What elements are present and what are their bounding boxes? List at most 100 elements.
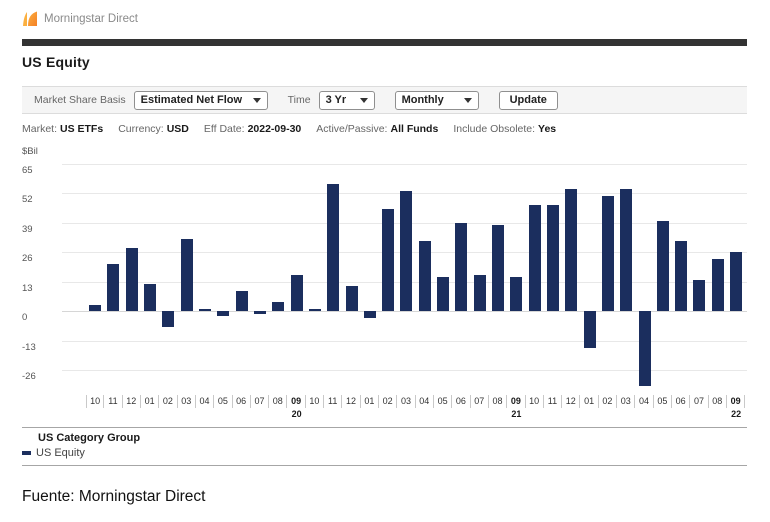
- filter-market-label: Market:: [22, 123, 58, 135]
- bar-cell: [269, 157, 287, 393]
- x-tick-label: 02: [379, 395, 398, 420]
- net-flow-bar: [730, 252, 743, 312]
- app-header: Morningstar Direct: [22, 10, 747, 28]
- chevron-down-icon: [463, 97, 472, 103]
- bar-cell: [562, 157, 580, 393]
- filter-include-obsolete-label: Include Obsolete:: [453, 123, 536, 135]
- net-flow-bar: [162, 311, 175, 328]
- x-tick-label: 04: [196, 395, 215, 420]
- net-flow-bar: [125, 247, 138, 312]
- net-flow-bar: [583, 311, 596, 348]
- bar-cell: [416, 157, 434, 393]
- market-share-basis-label: Market Share Basis: [34, 94, 126, 106]
- x-tick-label: 12: [123, 395, 141, 420]
- x-tick-label: 01: [141, 395, 160, 420]
- net-flow-bar: [199, 309, 212, 312]
- bar-cell: [580, 157, 598, 393]
- x-tick-label: 03: [617, 395, 636, 420]
- x-tick-label: 05: [654, 395, 672, 420]
- filter-active-passive-label: Active/Passive:: [316, 123, 388, 135]
- net-flow-bar: [345, 286, 358, 312]
- x-tick-label: 03: [397, 395, 416, 420]
- filter-include-obsolete: Include Obsolete: Yes: [453, 123, 556, 135]
- morningstar-direct-panel: Morningstar Direct US Equity Market Shar…: [22, 10, 747, 505]
- bars: [86, 157, 745, 393]
- net-flow-bar: [290, 275, 303, 312]
- filter-currency-label: Currency:: [118, 123, 164, 135]
- bar-cell: [526, 157, 544, 393]
- bar-cell: [233, 157, 251, 393]
- y-tick-label: 13: [22, 282, 33, 294]
- net-flow-bar: [217, 311, 230, 316]
- x-tick-label: 04: [416, 395, 434, 420]
- filter-active-passive: Active/Passive: All Funds: [316, 123, 438, 135]
- frequency-value: Monthly: [401, 94, 444, 106]
- x-tick-label: 06: [672, 395, 691, 420]
- filter-market-value: US ETFs: [60, 123, 104, 135]
- bar-cell: [214, 157, 232, 393]
- y-tick-label: 52: [22, 194, 33, 206]
- bar-cell: [123, 157, 141, 393]
- net-flow-bar: [601, 195, 614, 312]
- net-flow-bar: [711, 259, 724, 312]
- net-flow-bar: [510, 277, 523, 312]
- net-flow-bar: [308, 309, 321, 312]
- net-flow-bar: [455, 222, 468, 312]
- net-flow-bar: [400, 191, 413, 312]
- x-tick-label: 04: [635, 395, 654, 420]
- x-tick-label: 09 20: [287, 395, 306, 420]
- net-flow-bar: [272, 302, 285, 312]
- net-flow-bar: [656, 220, 669, 312]
- net-flow-bar: [473, 275, 486, 312]
- bar-cell: [379, 157, 397, 393]
- net-flow-bar: [363, 311, 376, 319]
- bar-cell: [306, 157, 324, 393]
- source-caption: Fuente: Morningstar Direct: [22, 488, 206, 505]
- brand-title: Morningstar Direct: [44, 13, 138, 25]
- x-tick-label: 08: [489, 395, 508, 420]
- bar-cell: [86, 157, 104, 393]
- bar-cell: [251, 157, 269, 393]
- x-tick-label: 05: [214, 395, 233, 420]
- update-button[interactable]: Update: [498, 90, 558, 110]
- chart-legend: US Category Group US Equity: [22, 427, 747, 466]
- filter-include-obsolete-value: Yes: [538, 123, 557, 135]
- y-tick-label: 39: [22, 223, 33, 235]
- filter-eff-date-value: 2022-09-30: [247, 123, 302, 135]
- frequency-select[interactable]: Monthly: [394, 90, 479, 110]
- bar-cell: [654, 157, 672, 393]
- x-tick-label: 11: [104, 395, 123, 420]
- x-tick-label: 12: [562, 395, 581, 420]
- market-share-basis-select[interactable]: Estimated Net Flow: [133, 90, 268, 110]
- y-axis-unit-label: $Bil: [22, 146, 38, 157]
- time-value: 3 Yr: [325, 94, 347, 106]
- bar-cell: [342, 157, 360, 393]
- x-tick-label: 07: [690, 395, 709, 420]
- bar-cell: [617, 157, 635, 393]
- time-select[interactable]: 3 Yr: [318, 90, 375, 110]
- bar-cell: [672, 157, 690, 393]
- bar-cell: [324, 157, 342, 393]
- x-tick-label: 08: [269, 395, 288, 420]
- net-flow-bar: [180, 238, 193, 312]
- legend-swatch-icon: [22, 451, 31, 455]
- filter-active-passive-value: All Funds: [390, 123, 439, 135]
- net-flow-bar: [327, 184, 340, 312]
- bar-cell: [178, 157, 196, 393]
- net-flow-bar: [107, 263, 120, 312]
- filter-summary-row: Market: US ETFs Currency: USD Eff Date: 202…: [22, 123, 747, 135]
- filter-currency-value: USD: [166, 123, 189, 135]
- net-flow-bar-chart: $Bil 65 52 39 26 13 0 -13 -26 10 11 12 01 02 03 04 05 0…: [22, 146, 747, 420]
- bar-cell: [471, 157, 489, 393]
- bar-cell: [599, 157, 617, 393]
- gridline: [62, 340, 747, 342]
- net-flow-bar: [382, 209, 395, 312]
- gridline: [62, 163, 747, 165]
- gridline: [62, 311, 747, 313]
- x-tick-label: 03: [178, 395, 196, 420]
- plot-area: [62, 157, 747, 393]
- x-tick-label: 05: [434, 395, 453, 420]
- bar-cell: [287, 157, 305, 393]
- x-tick-label: 02: [159, 395, 178, 420]
- bar-cell: [709, 157, 727, 393]
